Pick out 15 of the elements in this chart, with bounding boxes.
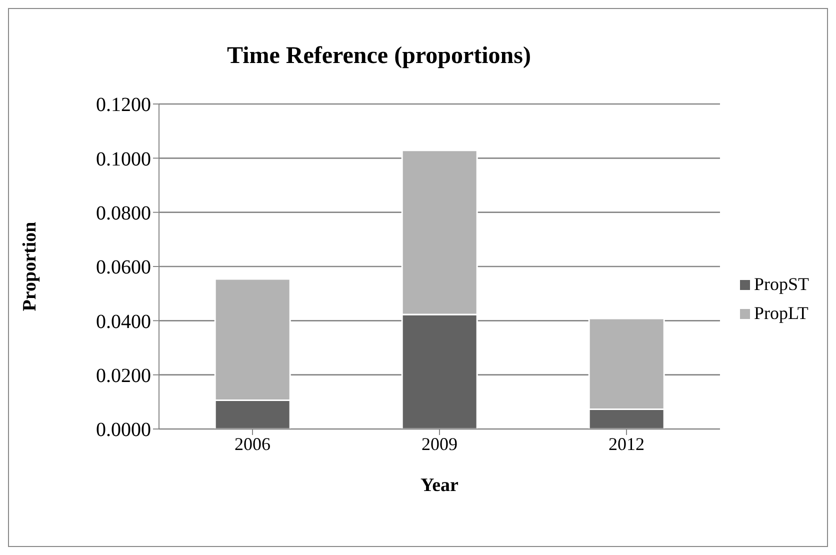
y-axis-title: Proportion [20, 221, 41, 312]
x-tick-label: 2012 [608, 434, 644, 454]
chart-title: Time Reference (proportions) [226, 43, 532, 70]
x-tick-label: 2006 [234, 434, 270, 454]
y-tick-label: 0.1000 [96, 148, 151, 170]
y-tick-label: 0.0200 [96, 364, 151, 387]
x-tick-label: 2009 [421, 434, 458, 454]
legend-label: PropST [754, 274, 809, 295]
y-tick-label: 0.0000 [96, 419, 151, 442]
x-axis-title: Year [420, 475, 460, 496]
legend-label: PropLT [754, 303, 808, 324]
y-tick-label: 0.0600 [96, 256, 151, 279]
y-tick-label: 0.1200 [96, 94, 151, 116]
y-tick-label: 0.0800 [96, 202, 151, 224]
y-tick-label: 0.0400 [96, 310, 151, 333]
